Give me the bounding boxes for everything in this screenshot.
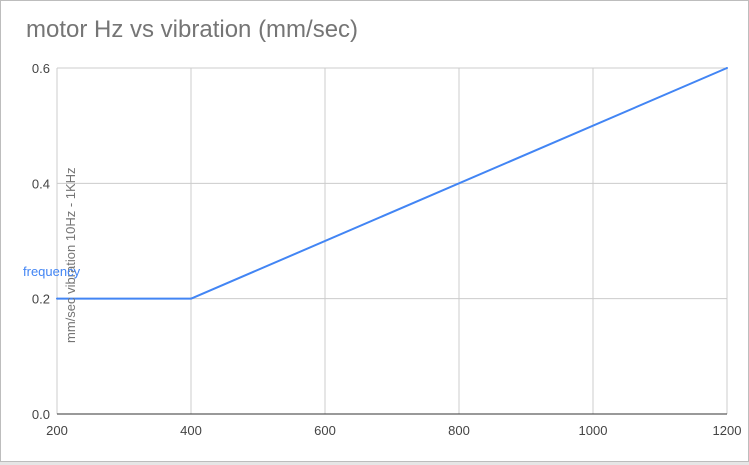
chart-title: motor Hz vs vibration (mm/sec) — [26, 16, 359, 43]
x-tick-label: 1000 — [579, 423, 608, 438]
x-axis-ticks: 200 400 600 800 1000 1200 — [46, 423, 741, 438]
legend-label: frequency — [23, 264, 81, 279]
series-group — [56, 67, 728, 300]
data-point — [726, 67, 728, 69]
data-point — [56, 297, 58, 300]
vertical-gridlines — [56, 68, 728, 414]
x-tick-label: 800 — [448, 423, 470, 438]
y-axis-ticks: 0.0 0.2 0.4 0.6 — [32, 61, 50, 422]
y-tick-label: 0.2 — [32, 292, 50, 307]
y-axis-label: mm/sec vibration 10Hz - 1KHz — [63, 167, 78, 343]
y-tick-label: 0.6 — [32, 61, 50, 76]
horizontal-gridlines — [57, 67, 727, 415]
bottom-strip — [0, 462, 749, 465]
x-tick-label: 600 — [314, 423, 336, 438]
x-tick-label: 1200 — [713, 423, 742, 438]
y-tick-label: 0.4 — [32, 176, 50, 191]
data-point — [190, 297, 192, 300]
y-tick-label: 0.0 — [32, 407, 50, 422]
x-tick-label: 400 — [180, 423, 202, 438]
x-tick-label: 200 — [46, 423, 68, 438]
legend: frequency — [23, 264, 81, 279]
